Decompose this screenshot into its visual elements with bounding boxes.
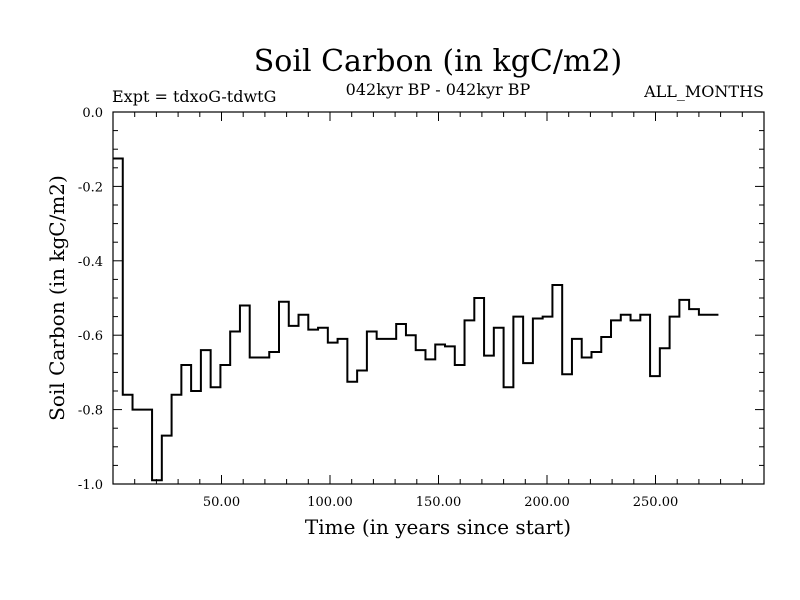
x-tick-labels: 50.00 100.00 150.00 200.00 250.00 [203,495,678,510]
x-tick-label: 50.00 [203,495,240,510]
y-tick-label: -0.6 [78,329,103,344]
x-tick-label: 100.00 [307,495,353,510]
y-tick-label: -0.2 [78,180,103,195]
months-label: ALL_MONTHS [643,82,764,101]
y-axis-label: Soil Carbon (in kgC/m2) [45,175,69,421]
x-tick-label: 250.00 [633,495,679,510]
x-tick-label: 150.00 [416,495,462,510]
chart-title: Soil Carbon (in kgC/m2) [254,44,622,79]
y-tick-label: -1.0 [78,478,103,493]
x-axis-label: Time (in years since start) [305,515,571,539]
y-tick-labels: 0.0 -0.2 -0.4 -0.6 -0.8 -1.0 [78,106,103,493]
y-tick-label: -0.8 [78,404,103,419]
plot-frame [112,111,765,485]
soil-carbon-series-line [113,157,719,482]
experiment-label: Expt = tdxoG-tdwtG [112,87,276,106]
y-tick-label: 0.0 [82,106,103,121]
axis-ticks [113,112,764,484]
x-tick-label: 200.00 [524,495,570,510]
y-tick-label: -0.4 [78,255,103,270]
period-label: 042kyr BP - 042kyr BP [346,80,531,99]
